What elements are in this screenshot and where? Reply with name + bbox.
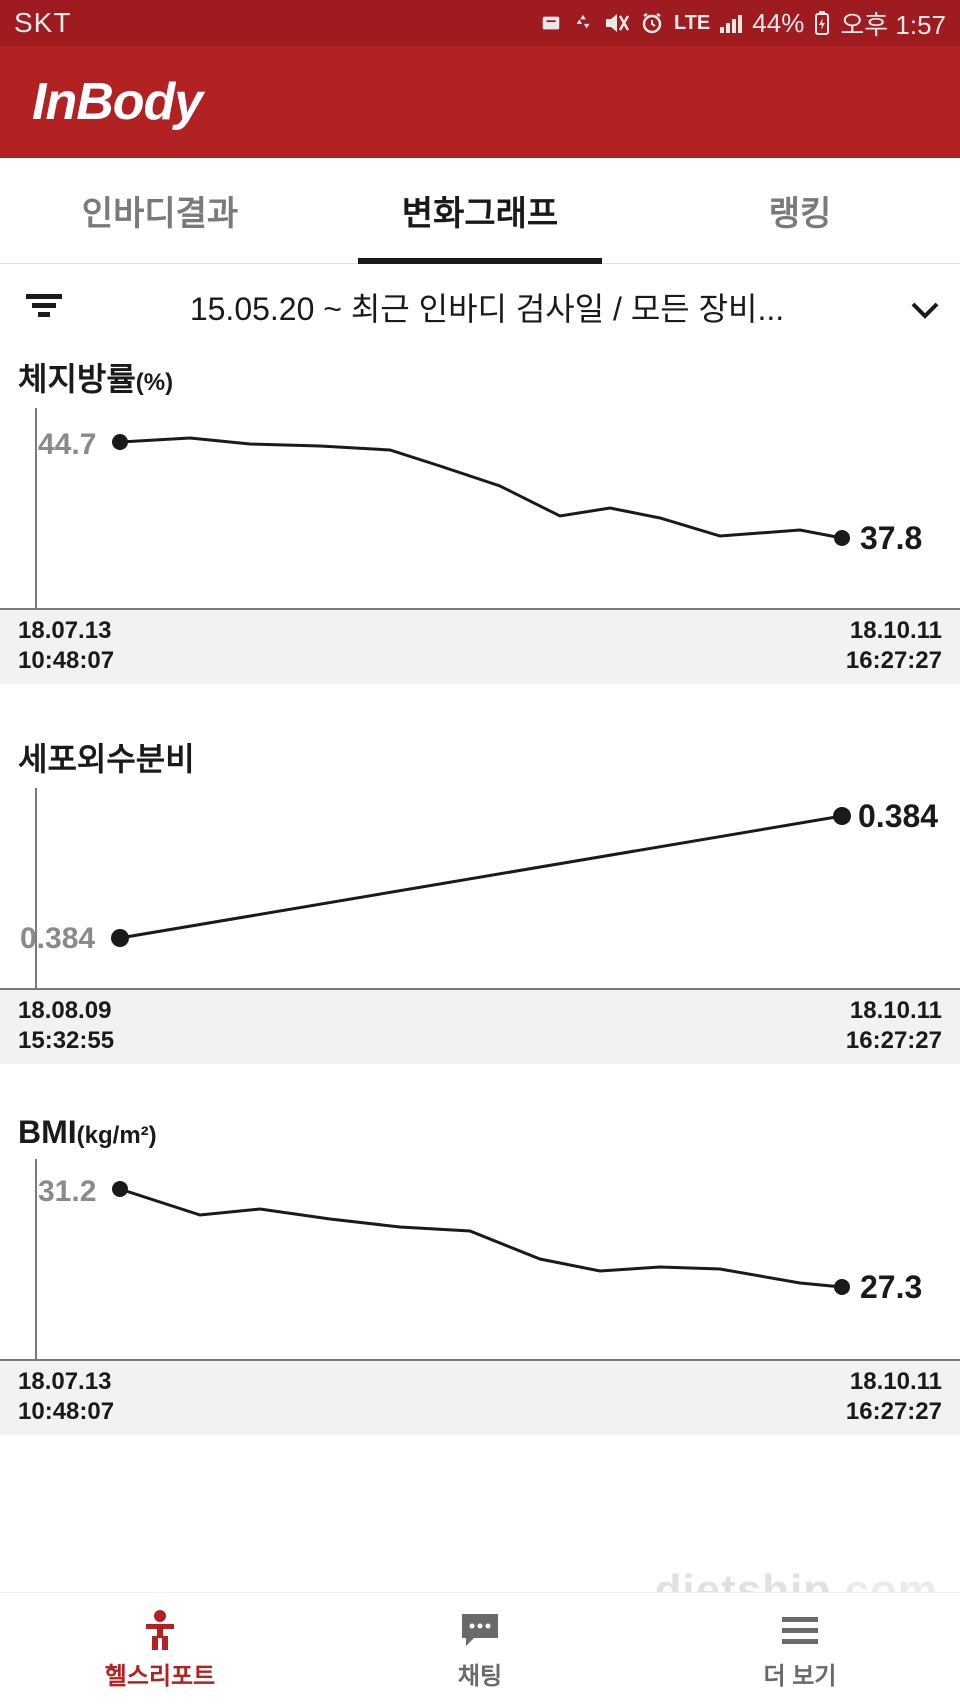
axis-start-date: 18.07.13 bbox=[18, 616, 114, 646]
chart-start-value: 0.384 bbox=[20, 922, 95, 956]
chart-area: 31.2 27.3 bbox=[0, 1159, 960, 1359]
chart-block: 세포외수분비 0.384 0.384 18.08.09 15:32:55 18.1… bbox=[0, 730, 960, 1110]
app-header: InBody bbox=[0, 46, 960, 158]
chart-title: 세포외수분비 bbox=[0, 730, 960, 788]
nav-health-report[interactable]: 헬스리포트 bbox=[0, 1593, 320, 1706]
chart-end-value: 0.384 bbox=[858, 798, 938, 835]
bottom-nav: 헬스리포트 채팅 더 보기 bbox=[0, 1592, 960, 1706]
tab-bar: 인바디결과 변화그래프 랭킹 bbox=[0, 158, 960, 264]
tab-change-graph[interactable]: 변화그래프 bbox=[320, 158, 640, 263]
chart-title-text: 세포외수분비 bbox=[18, 741, 195, 777]
charts-container: 체지방률(%) 44.7 37.8 18.07.13 10:48:07 18.10… bbox=[0, 350, 960, 1481]
nav-label: 더 보기 bbox=[764, 1656, 837, 1691]
axis-end-time: 16:27:27 bbox=[846, 1026, 942, 1056]
axis-end: 18.10.11 16:27:27 bbox=[846, 1367, 942, 1427]
chart-area: 0.384 0.384 bbox=[0, 788, 960, 988]
tab-ranking[interactable]: 랭킹 bbox=[640, 158, 960, 263]
axis-start: 18.07.13 10:48:07 bbox=[18, 616, 114, 676]
status-bar: SKT LTE 44% 오후 1:57 bbox=[0, 0, 960, 46]
axis-end-date: 18.10.11 bbox=[846, 996, 942, 1026]
chart-axis-footer: 18.07.13 10:48:07 18.10.11 16:27:27 bbox=[0, 1359, 960, 1435]
nav-chat[interactable]: 채팅 bbox=[320, 1593, 640, 1706]
app-logo: InBody bbox=[32, 72, 202, 132]
nav-more[interactable]: 더 보기 bbox=[640, 1593, 960, 1706]
card-icon bbox=[540, 12, 562, 34]
axis-end-date: 18.10.11 bbox=[846, 616, 942, 646]
chevron-down-icon[interactable] bbox=[910, 286, 940, 328]
chart-title-text: BMI bbox=[18, 1114, 77, 1150]
axis-end-time: 16:27:27 bbox=[846, 1397, 942, 1427]
nav-label: 채팅 bbox=[458, 1656, 502, 1691]
axis-start: 18.07.13 10:48:07 bbox=[18, 1367, 114, 1427]
chart-end-value: 37.8 bbox=[860, 520, 922, 557]
chart-title: BMI(kg/m²) bbox=[0, 1110, 960, 1159]
chart-unit: (%) bbox=[136, 369, 173, 396]
carrier-label: SKT bbox=[14, 7, 71, 39]
network-type: LTE bbox=[674, 12, 710, 35]
alarm-icon bbox=[640, 11, 664, 35]
chart-title: 체지방률(%) bbox=[0, 350, 960, 408]
axis-start-date: 18.07.13 bbox=[18, 1367, 114, 1397]
signal-icon bbox=[720, 13, 742, 33]
status-right: LTE 44% 오후 1:57 bbox=[540, 5, 946, 42]
tab-inbody-result[interactable]: 인바디결과 bbox=[0, 158, 320, 263]
mute-icon bbox=[604, 12, 630, 34]
axis-start: 18.08.09 15:32:55 bbox=[18, 996, 114, 1056]
battery-percent: 44% bbox=[752, 8, 804, 39]
filter-row[interactable]: 15.05.20 ~ 최근 인바디 검사일 / 모든 장비... bbox=[0, 264, 960, 350]
chat-icon bbox=[458, 1608, 502, 1652]
axis-end-date: 18.10.11 bbox=[846, 1367, 942, 1397]
chart-axis-footer: 18.08.09 15:32:55 18.10.11 16:27:27 bbox=[0, 988, 960, 1064]
chart-area: 44.7 37.8 bbox=[0, 408, 960, 608]
chart-start-value: 44.7 bbox=[38, 428, 96, 462]
filter-text: 15.05.20 ~ 최근 인바디 검사일 / 모든 장비... bbox=[94, 284, 880, 330]
chart-axis-footer: 18.07.13 10:48:07 18.10.11 16:27:27 bbox=[0, 608, 960, 684]
axis-start-time: 10:48:07 bbox=[18, 646, 114, 676]
axis-end: 18.10.11 16:27:27 bbox=[846, 996, 942, 1056]
chart-block: 체지방률(%) 44.7 37.8 18.07.13 10:48:07 18.10… bbox=[0, 350, 960, 730]
chart-start-value: 31.2 bbox=[38, 1175, 96, 1209]
chart-title-text: 체지방률 bbox=[18, 361, 136, 397]
battery-icon bbox=[814, 11, 830, 35]
axis-end-time: 16:27:27 bbox=[846, 646, 942, 676]
axis-start-time: 15:32:55 bbox=[18, 1026, 114, 1056]
axis-start-time: 10:48:07 bbox=[18, 1397, 114, 1427]
nav-label: 헬스리포트 bbox=[105, 1656, 215, 1691]
axis-end: 18.10.11 16:27:27 bbox=[846, 616, 942, 676]
clock-label: 오후 1:57 bbox=[840, 5, 946, 42]
axis-start-date: 18.08.09 bbox=[18, 996, 114, 1026]
chart-end-value: 27.3 bbox=[860, 1269, 922, 1306]
person-icon bbox=[140, 1608, 180, 1652]
filter-icon[interactable] bbox=[24, 290, 64, 325]
recycle-icon bbox=[572, 12, 594, 34]
chart-block: BMI(kg/m²) 31.2 27.3 18.07.13 10:48:07 18… bbox=[0, 1110, 960, 1481]
chart-unit: (kg/m²) bbox=[77, 1122, 157, 1149]
menu-icon bbox=[780, 1608, 820, 1652]
